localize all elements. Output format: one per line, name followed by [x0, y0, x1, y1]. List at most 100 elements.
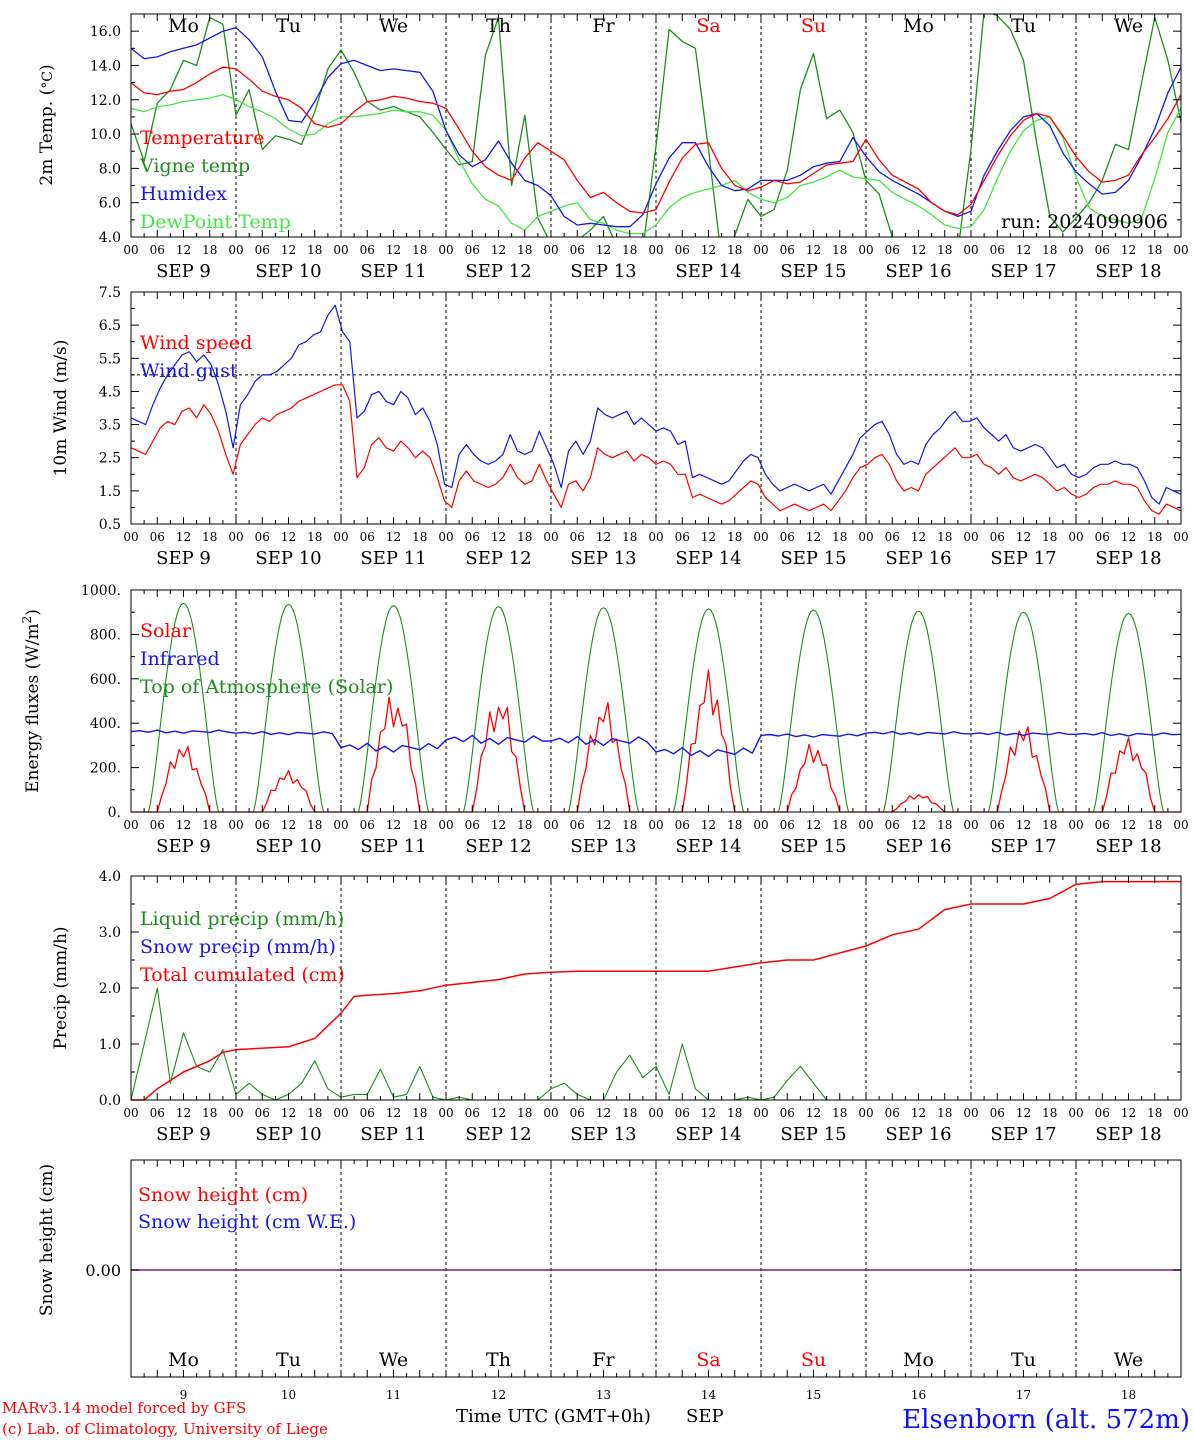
energy-date-label: SEP 17 — [990, 836, 1056, 857]
wind-hour-label: 00 — [753, 530, 768, 544]
precip-hour-label: 06 — [360, 1106, 375, 1120]
temperature-date-label: SEP 14 — [675, 261, 741, 282]
wind-hour-label: 12 — [281, 530, 296, 544]
precip-date-label: SEP 14 — [675, 1124, 741, 1145]
temperature-hour-label: 18 — [1042, 243, 1057, 257]
precip-hour-label: 18 — [832, 1106, 847, 1120]
snow-day-number: 15 — [806, 1388, 821, 1402]
energy-hour-label: 12 — [491, 818, 506, 832]
wind-hour-label: 18 — [727, 530, 742, 544]
temperature-hour-label: 00 — [123, 243, 138, 257]
wind-hour-label: 06 — [885, 530, 900, 544]
energy-ytick-label: 1000. — [81, 583, 121, 599]
precip-hour-label: 00 — [333, 1106, 348, 1120]
temperature-hour-label: 12 — [911, 243, 926, 257]
series-layer — [130, 14, 1182, 1271]
energy-hour-label: 18 — [202, 818, 217, 832]
legend-infrared: Infrared — [140, 648, 220, 670]
temperature-hour-label: 06 — [570, 243, 585, 257]
energy-hour-label: 12 — [1121, 818, 1136, 832]
snow-day-name: We — [379, 1349, 408, 1371]
energy-hour-label: 12 — [596, 818, 611, 832]
wind-hour-label: 06 — [360, 530, 375, 544]
legend-snow-precip-mm-h: Snow precip (mm/h) — [140, 936, 336, 958]
precip-hour-label: 12 — [281, 1106, 296, 1120]
precip-date-label: SEP 13 — [570, 1124, 636, 1145]
precip-ytick-label: 0.0 — [99, 1093, 121, 1109]
wind-hour-label: 12 — [176, 530, 191, 544]
footer-credit-line: (c) Lab. of Climatology, University of L… — [2, 1420, 328, 1438]
temperature-ytick-label: 6.0 — [99, 196, 121, 212]
precip-ytick-label: 3.0 — [99, 925, 121, 941]
energy-date-label: SEP 11 — [360, 836, 426, 857]
energy-hour-label: 12 — [1016, 818, 1031, 832]
temperature-hour-label: 06 — [150, 243, 165, 257]
energy-date-label: SEP 14 — [675, 836, 741, 857]
temperature-date-label: SEP 12 — [465, 261, 531, 282]
labels-layer: 4.0 6.0 8.0 10.0 12.0 14.0 16.0 Temperature Vign… — [20, 15, 1189, 1402]
wind-hour-label: 06 — [465, 530, 480, 544]
precip-hour-label: 00 — [438, 1106, 453, 1120]
energy-hour-label: 12 — [806, 818, 821, 832]
snow-day-number: 17 — [1016, 1388, 1031, 1402]
wind-hour-label: 00 — [543, 530, 558, 544]
energy-hour-label: 00 — [753, 818, 768, 832]
temperature-hour-label: 18 — [1147, 243, 1162, 257]
temperature-day-name: We — [379, 15, 408, 37]
wind-hour-label: 06 — [675, 530, 690, 544]
wind-hour-label: 12 — [1016, 530, 1031, 544]
precip-hour-label: 12 — [176, 1106, 191, 1120]
precip-hour-label: 06 — [780, 1106, 795, 1120]
energy-date-label: SEP 18 — [1095, 836, 1161, 857]
energy-hour-label: 00 — [228, 818, 243, 832]
snow-day-number: 11 — [386, 1388, 401, 1402]
precip-hour-label: 18 — [727, 1106, 742, 1120]
snow-ytick-label: 0.00 — [85, 1261, 121, 1280]
precip-hour-label: 00 — [963, 1106, 978, 1120]
wind-hour-label: 00 — [123, 530, 138, 544]
precip-hour-label: 06 — [675, 1106, 690, 1120]
energy-date-label: SEP 15 — [780, 836, 846, 857]
temperature-line-dewpoint-temp — [131, 93, 1181, 235]
temperature-hour-label: 00 — [1173, 243, 1188, 257]
snow-day-number: 10 — [281, 1388, 296, 1402]
precip-hour-label: 18 — [412, 1106, 427, 1120]
temperature-date-label: SEP 11 — [360, 261, 426, 282]
temperature-day-name: Mo — [168, 15, 199, 37]
energy-hour-label: 00 — [648, 818, 663, 832]
energy-hour-label: 18 — [832, 818, 847, 832]
energy-hour-label: 18 — [1147, 818, 1162, 832]
temperature-hour-label: 06 — [360, 243, 375, 257]
precip-hour-label: 06 — [465, 1106, 480, 1120]
precip-hour-label: 00 — [228, 1106, 243, 1120]
legend-wind-speed: Wind speed — [140, 332, 252, 354]
wind-hour-label: 18 — [622, 530, 637, 544]
precip-date-label: SEP 11 — [360, 1124, 426, 1145]
wind-hour-label: 12 — [386, 530, 401, 544]
energy-hour-label: 06 — [150, 818, 165, 832]
energy-ytick-label: 0. — [108, 805, 121, 821]
precip-hour-label: 06 — [885, 1106, 900, 1120]
energy-hour-label: 00 — [1173, 818, 1188, 832]
wind-ytick-label: 3.5 — [99, 418, 121, 434]
precip-hour-label: 00 — [1068, 1106, 1083, 1120]
wind-hour-label: 00 — [228, 530, 243, 544]
temperature-frame — [130, 13, 1182, 238]
wind-hour-label: 18 — [307, 530, 322, 544]
precip-line-total-cumulated — [131, 880, 1181, 1101]
temperature-hour-label: 00 — [963, 243, 978, 257]
wind-line-wind-gust — [130, 304, 1182, 505]
xaxis-month: SEP — [686, 1406, 724, 1427]
snow-day-name: Fr — [592, 1349, 615, 1371]
wind-hour-label: 06 — [780, 530, 795, 544]
legend-temperature: Temperature — [140, 127, 264, 149]
temperature-hour-label: 00 — [543, 243, 558, 257]
precip-hour-label: 06 — [990, 1106, 1005, 1120]
energy-hour-label: 18 — [307, 818, 322, 832]
temperature-hour-label: 18 — [517, 243, 532, 257]
snow-day-name: Tu — [1011, 1349, 1036, 1371]
temperature-date-label: SEP 9 — [156, 261, 211, 282]
energy-hour-label: 06 — [570, 818, 585, 832]
precip-hour-label: 00 — [648, 1106, 663, 1120]
legend-snow-height-cm-w-e: Snow height (cm W.E.) — [138, 1211, 356, 1233]
